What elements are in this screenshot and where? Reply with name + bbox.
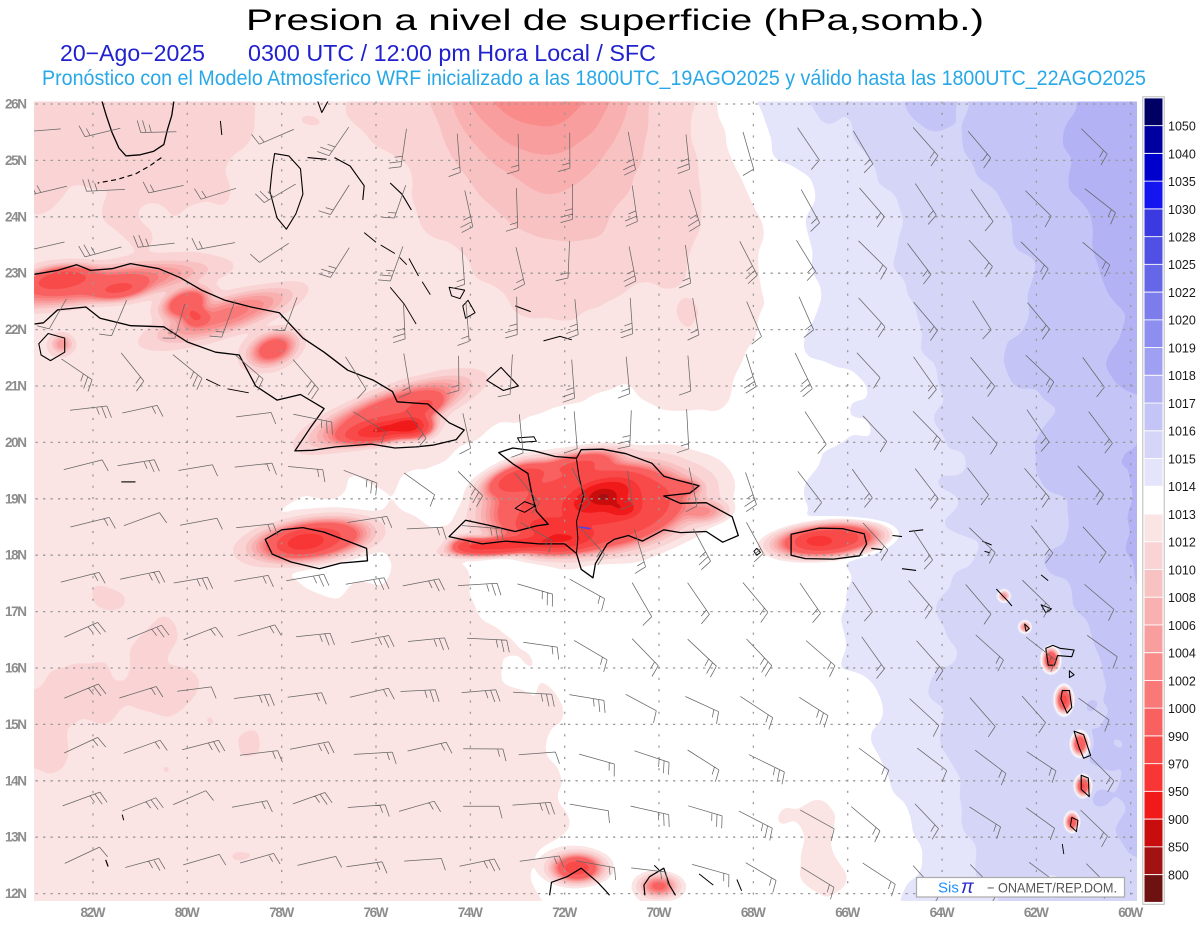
svg-text:15N: 15N — [5, 717, 27, 732]
svg-text:1008: 1008 — [1168, 591, 1196, 605]
svg-text:17N: 17N — [5, 604, 27, 619]
svg-text:− ONAMET/REP.DOM.: − ONAMET/REP.DOM. — [987, 880, 1117, 896]
svg-text:26N: 26N — [5, 97, 27, 112]
svg-text:25N: 25N — [5, 153, 27, 168]
svg-text:1017: 1017 — [1168, 397, 1196, 411]
svg-text:74W: 74W — [458, 905, 483, 920]
svg-text:14N: 14N — [5, 773, 27, 788]
svg-text:20−Ago−2025: 20−Ago−2025 — [60, 40, 205, 66]
svg-text:1015: 1015 — [1168, 452, 1196, 466]
svg-text:16N: 16N — [5, 661, 27, 676]
svg-text:1025: 1025 — [1168, 258, 1196, 272]
svg-text:1013: 1013 — [1168, 508, 1196, 522]
svg-text:18N: 18N — [5, 548, 27, 563]
svg-text:76W: 76W — [364, 905, 389, 920]
svg-text:970: 970 — [1168, 758, 1189, 772]
svg-text:1035: 1035 — [1168, 175, 1196, 189]
svg-text:850: 850 — [1168, 841, 1189, 855]
svg-text:1050: 1050 — [1168, 120, 1196, 134]
svg-text:1040: 1040 — [1168, 147, 1196, 161]
svg-text:64W: 64W — [930, 905, 955, 920]
svg-text:70W: 70W — [647, 905, 672, 920]
svg-text:1012: 1012 — [1168, 536, 1196, 550]
svg-text:1028: 1028 — [1168, 231, 1196, 245]
svg-text:Sis: Sis — [938, 880, 959, 897]
svg-text:800: 800 — [1168, 869, 1189, 883]
svg-text:1030: 1030 — [1168, 203, 1196, 217]
svg-text:1004: 1004 — [1168, 647, 1196, 661]
svg-text:1018: 1018 — [1168, 369, 1196, 383]
svg-text:23N: 23N — [5, 266, 27, 281]
svg-text:1002: 1002 — [1168, 674, 1196, 688]
svg-text:Pronóstico con el Modelo Atmos: Pronóstico con el Modelo Atmosferico WRF… — [42, 67, 1146, 90]
svg-text:12N: 12N — [5, 886, 27, 901]
svg-text:60W: 60W — [1118, 905, 1143, 920]
svg-text:1006: 1006 — [1168, 619, 1196, 633]
svg-text:1019: 1019 — [1168, 341, 1196, 355]
svg-text:13N: 13N — [5, 830, 27, 845]
svg-text:19N: 19N — [5, 491, 27, 506]
svg-text:72W: 72W — [552, 905, 577, 920]
svg-text:900: 900 — [1168, 813, 1189, 827]
svg-text:20N: 20N — [5, 435, 27, 450]
svg-text:1014: 1014 — [1168, 480, 1196, 494]
svg-text:22N: 22N — [5, 322, 27, 337]
svg-text:1020: 1020 — [1168, 314, 1196, 328]
svg-text:24N: 24N — [5, 209, 27, 224]
svg-text:82W: 82W — [81, 905, 106, 920]
svg-text:990: 990 — [1168, 730, 1189, 744]
svg-text:62W: 62W — [1024, 905, 1049, 920]
svg-text:950: 950 — [1168, 785, 1189, 799]
svg-text:21N: 21N — [5, 379, 27, 394]
svg-text:π: π — [961, 877, 975, 898]
svg-text:0300 UTC / 12:00 pm Hora Local: 0300 UTC / 12:00 pm Hora Local / SFC — [248, 40, 656, 66]
svg-text:80W: 80W — [175, 905, 200, 920]
svg-text:1010: 1010 — [1168, 563, 1196, 577]
svg-text:68W: 68W — [741, 905, 766, 920]
svg-text:1022: 1022 — [1168, 286, 1196, 300]
svg-text:1016: 1016 — [1168, 425, 1196, 439]
svg-text:1000: 1000 — [1168, 702, 1196, 716]
svg-text:66W: 66W — [835, 905, 860, 920]
svg-text:Presion a nivel de superficie: Presion a nivel de superficie (hPa,somb.… — [246, 4, 984, 37]
svg-text:78W: 78W — [269, 905, 294, 920]
